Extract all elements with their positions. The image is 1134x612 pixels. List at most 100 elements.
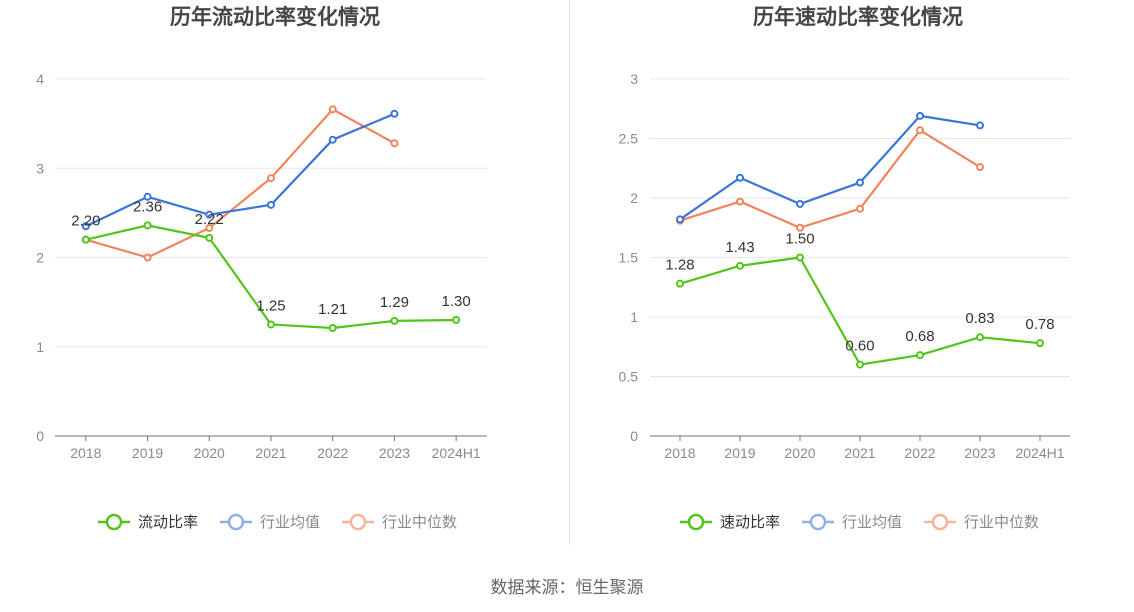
data-point <box>143 192 152 201</box>
data-label: 1.43 <box>725 239 754 256</box>
chart-divider <box>569 0 570 545</box>
data-point <box>205 224 214 233</box>
data-point <box>267 320 275 329</box>
data-point <box>916 111 924 120</box>
data-label: 0.78 <box>1025 316 1054 333</box>
chart-title: 历年流动比率变化情况 <box>170 5 380 29</box>
data-point <box>328 105 337 114</box>
x-tick-label: 2021 <box>255 445 286 461</box>
legend-marker <box>931 513 949 531</box>
legend-item-1: 流动比率 <box>98 513 198 531</box>
data-point <box>267 200 275 209</box>
data-point <box>916 126 924 135</box>
chart-panel-1: 历年流动比率变化情况 0 1 2 3 4 2018 2019 2020 2021 2022 2023 2… <box>36 5 487 531</box>
data-point <box>736 173 744 182</box>
y-tick-label: 1 <box>36 339 44 355</box>
data-label: 1.50 <box>785 231 814 248</box>
data-point <box>796 253 804 262</box>
data-source-note: 数据来源：恒生聚源 <box>490 578 644 598</box>
y-tick-label: 3 <box>36 160 44 176</box>
legend-marker <box>227 513 245 531</box>
y-tick-label: 3 <box>630 71 638 87</box>
data-label: 0.83 <box>965 310 994 327</box>
data-point <box>143 253 152 262</box>
data-point <box>976 163 984 172</box>
y-tick-label: 2 <box>36 250 44 266</box>
legend-marker <box>349 513 367 531</box>
x-tick-label: 2018 <box>664 445 695 461</box>
legend-label: 行业均值 <box>260 513 320 531</box>
legend-label: 行业均值 <box>842 513 902 531</box>
series-line-2 <box>679 114 981 221</box>
y-tick-label: 0 <box>36 428 44 444</box>
data-label: 1.30 <box>442 293 471 310</box>
y-tick-label: 1.5 <box>619 250 639 266</box>
legend-item-1: 速动比率 <box>680 513 780 531</box>
legend-label: 行业中位数 <box>964 513 1039 531</box>
y-tick-label: 1 <box>630 309 638 325</box>
data-label: 1.21 <box>318 301 347 318</box>
data-label: 1.29 <box>380 294 409 311</box>
chart-title: 历年速动比率变化情况 <box>753 5 963 29</box>
legend-item-3: 行业中位数 <box>924 513 1039 531</box>
data-point <box>81 222 90 231</box>
x-tick-label: 2021 <box>844 445 875 461</box>
x-tick-label: 2023 <box>379 445 410 461</box>
data-label: 2.22 <box>195 211 224 228</box>
x-tick-label: 2024H1 <box>432 445 481 461</box>
data-point <box>676 215 684 224</box>
data-label: 1.28 <box>665 257 694 274</box>
data-point <box>205 233 214 242</box>
data-point <box>796 223 804 232</box>
data-point <box>452 315 461 324</box>
y-tick-label: 4 <box>36 71 44 87</box>
data-point <box>390 316 399 325</box>
series-line-3 <box>85 108 395 259</box>
data-point <box>328 135 337 144</box>
y-tick-label: 0.5 <box>619 369 639 385</box>
x-tick-label: 2024H1 <box>1015 445 1064 461</box>
data-point <box>736 261 744 270</box>
data-point <box>856 360 864 369</box>
legend-marker <box>105 513 123 531</box>
y-tick-label: 2 <box>630 190 638 206</box>
data-point <box>976 333 984 342</box>
data-label: 0.68 <box>905 328 934 345</box>
y-tick-label: 0 <box>630 428 638 444</box>
data-point <box>390 139 399 148</box>
data-point <box>676 279 684 288</box>
series-line-2 <box>85 112 395 228</box>
x-tick-label: 2023 <box>964 445 995 461</box>
data-label: 2.20 <box>71 213 100 230</box>
legend-marker <box>809 513 827 531</box>
data-point <box>267 174 275 183</box>
x-tick-label: 2022 <box>317 445 348 461</box>
legend-item-3: 行业中位数 <box>342 513 457 531</box>
x-tick-label: 2020 <box>784 445 815 461</box>
legend-item-2: 行业均值 <box>220 513 320 531</box>
legend-marker <box>687 513 705 531</box>
data-point <box>796 199 804 208</box>
data-point <box>143 221 152 230</box>
data-point <box>390 109 399 118</box>
legend-label: 行业中位数 <box>382 513 457 531</box>
data-point <box>81 235 90 244</box>
data-point <box>205 210 214 219</box>
data-point <box>856 204 864 213</box>
data-label: 0.60 <box>845 338 874 355</box>
y-tick-label: 2.5 <box>619 131 639 147</box>
data-label: 1.25 <box>256 297 285 314</box>
legend-item-2: 行业均值 <box>802 513 902 531</box>
data-point <box>856 178 864 187</box>
data-point <box>328 324 337 333</box>
x-tick-label: 2019 <box>132 445 163 461</box>
legend-label: 速动比率 <box>720 513 780 531</box>
data-label: 2.36 <box>133 198 162 215</box>
data-point <box>976 121 984 130</box>
legend-label: 流动比率 <box>138 513 198 531</box>
x-tick-label: 2019 <box>724 445 755 461</box>
x-tick-label: 2022 <box>904 445 935 461</box>
series-line-3 <box>679 129 981 229</box>
x-tick-label: 2018 <box>70 445 101 461</box>
